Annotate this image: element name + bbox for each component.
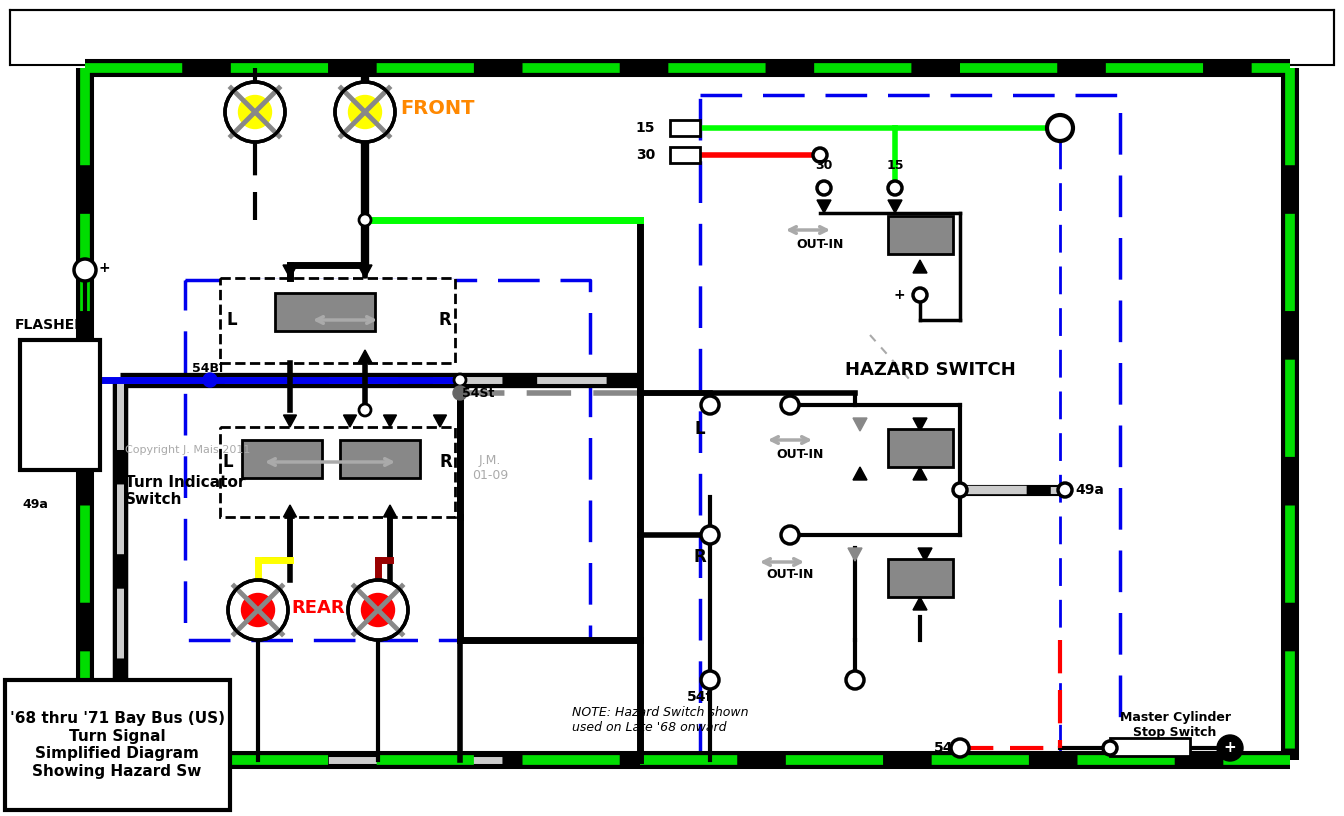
Text: L: L <box>695 420 706 438</box>
Polygon shape <box>344 415 356 427</box>
Text: R: R <box>438 311 452 329</box>
Text: 15: 15 <box>636 121 655 135</box>
Polygon shape <box>853 467 867 480</box>
Circle shape <box>1058 483 1073 497</box>
Text: FLASHER: FLASHER <box>15 318 86 332</box>
Text: R: R <box>694 548 707 566</box>
Circle shape <box>203 373 216 387</box>
Polygon shape <box>383 505 396 517</box>
Polygon shape <box>383 415 396 427</box>
Polygon shape <box>358 350 372 363</box>
Polygon shape <box>918 548 931 561</box>
Bar <box>242 440 323 478</box>
Circle shape <box>817 181 831 195</box>
Polygon shape <box>848 548 862 561</box>
Polygon shape <box>284 265 297 278</box>
Text: Copyright J. Mais 2011: Copyright J. Mais 2011 <box>125 445 250 455</box>
Circle shape <box>362 593 395 627</box>
Text: 15: 15 <box>886 159 903 172</box>
Text: +: + <box>98 261 110 275</box>
Circle shape <box>781 396 798 414</box>
Text: J.M.
01-09: J.M. 01-09 <box>472 454 508 482</box>
Circle shape <box>781 526 798 544</box>
Text: 54Bl: 54Bl <box>192 362 223 375</box>
Polygon shape <box>817 200 831 213</box>
Text: OUT-IN: OUT-IN <box>796 238 844 251</box>
Circle shape <box>952 739 969 757</box>
Circle shape <box>359 214 371 226</box>
Text: OUT-IN: OUT-IN <box>766 569 813 582</box>
Bar <box>887 216 953 254</box>
Circle shape <box>845 671 864 689</box>
Circle shape <box>1218 735 1243 761</box>
Circle shape <box>953 483 966 497</box>
Circle shape <box>348 580 409 640</box>
Bar <box>9 10 1335 65</box>
Text: Master Cylinder
Stop Switch: Master Cylinder Stop Switch <box>1120 711 1231 739</box>
Circle shape <box>702 526 719 544</box>
Circle shape <box>224 82 285 142</box>
Text: +: + <box>894 288 905 302</box>
Text: 30: 30 <box>636 148 655 162</box>
Text: 54St: 54St <box>462 387 495 400</box>
Polygon shape <box>853 418 867 431</box>
Text: HAZARD SWITCH: HAZARD SWITCH <box>844 361 1015 379</box>
Bar <box>220 278 456 363</box>
Circle shape <box>913 288 927 302</box>
Text: +: + <box>1223 740 1236 756</box>
Circle shape <box>813 148 827 162</box>
Polygon shape <box>434 415 446 427</box>
Text: 30: 30 <box>816 159 833 172</box>
Bar <box>1110 738 1189 756</box>
Polygon shape <box>284 415 297 427</box>
Text: REAR: REAR <box>292 599 345 617</box>
Polygon shape <box>913 418 927 431</box>
Text: L: L <box>227 311 238 329</box>
Bar <box>276 293 375 331</box>
Text: 54: 54 <box>934 741 953 755</box>
Circle shape <box>348 95 382 128</box>
Bar <box>340 440 419 478</box>
Text: NOTE: Hazard Switch shown
used on Late '68 onward: NOTE: Hazard Switch shown used on Late '… <box>573 706 749 734</box>
Circle shape <box>454 374 466 386</box>
Text: '68 thru '71 Bay Bus (US)
Turn Signal
Simplified Diagram
Showing Hazard Sw: '68 thru '71 Bay Bus (US) Turn Signal Si… <box>9 712 224 778</box>
Circle shape <box>888 181 902 195</box>
Bar <box>220 427 456 517</box>
Circle shape <box>702 396 719 414</box>
Polygon shape <box>888 200 902 213</box>
Bar <box>671 120 700 136</box>
Text: 49a: 49a <box>22 498 48 511</box>
Bar <box>5 680 230 810</box>
Circle shape <box>1047 115 1073 141</box>
Circle shape <box>228 580 288 640</box>
Text: OUT-IN: OUT-IN <box>777 449 824 462</box>
Circle shape <box>1103 741 1117 755</box>
Bar <box>671 147 700 163</box>
Polygon shape <box>913 260 927 273</box>
Circle shape <box>359 404 371 416</box>
Circle shape <box>335 82 395 142</box>
Text: 49a: 49a <box>1075 483 1103 497</box>
Polygon shape <box>913 467 927 480</box>
Circle shape <box>238 95 271 128</box>
Bar <box>887 559 953 597</box>
Text: FRONT: FRONT <box>401 99 474 118</box>
Bar <box>20 340 99 470</box>
Text: R: R <box>439 453 453 471</box>
Bar <box>887 429 953 467</box>
Polygon shape <box>358 265 372 278</box>
Text: 54f: 54f <box>687 690 712 704</box>
Polygon shape <box>913 597 927 610</box>
Circle shape <box>74 259 95 281</box>
Circle shape <box>453 386 466 400</box>
Circle shape <box>702 671 719 689</box>
Circle shape <box>242 593 274 627</box>
Text: Turn Indicator
Switch: Turn Indicator Switch <box>125 475 246 508</box>
Polygon shape <box>284 505 297 517</box>
Text: L: L <box>223 453 234 471</box>
